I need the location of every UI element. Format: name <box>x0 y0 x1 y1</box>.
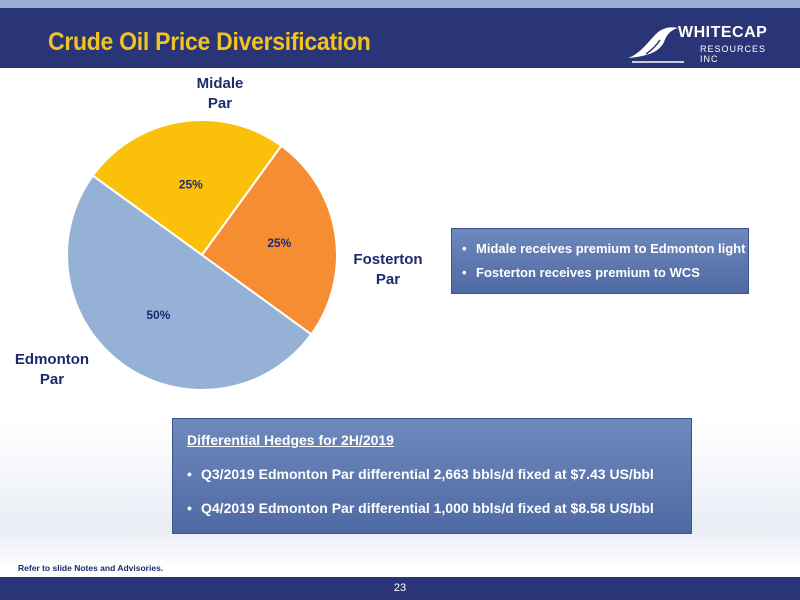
pie-slice-fosterton <box>200 144 338 336</box>
list-item: • Q4/2019 Edmonton Par differential 1,000… <box>187 500 654 516</box>
slice-label-midale: Midale Par <box>196 75 244 112</box>
pie-chart: 25% 25% 50% <box>0 68 440 408</box>
list-item: • Midale receives premium to Edmonton lig… <box>462 241 746 256</box>
data-label-fosterton: 25% <box>267 236 291 250</box>
hedges-heading: Differential Hedges for 2H/2019 <box>187 432 394 448</box>
page-number: 23 <box>393 582 407 594</box>
pie-slice-midale <box>91 119 283 257</box>
footer-bar: 23 <box>0 577 800 600</box>
footnote: Refer to slide Notes and Advisories. <box>18 563 164 573</box>
page-title: Crude Oil Price Diversification <box>48 28 371 56</box>
wave-logo-icon <box>628 27 684 63</box>
data-label-midale: 25% <box>179 177 203 191</box>
pie-chart-svg: 25% 25% 50% <box>66 119 338 391</box>
list-item: • Fosterton receives premium to WCS <box>462 265 700 280</box>
slice-label-fosterton: Fosterton Par <box>353 251 423 288</box>
logo-text-primary: WHITECAP <box>678 24 768 41</box>
pie-slice-edmonton <box>66 174 313 391</box>
company-logo: WHITECAP RESOURCES INC <box>626 22 786 66</box>
list-item: • Q3/2019 Edmonton Par differential 2,663… <box>187 466 654 482</box>
data-label-edmonton: 50% <box>146 308 170 322</box>
logo-text-secondary: RESOURCES INC <box>700 44 767 64</box>
premium-notes-box: • Midale receives premium to Edmonton lig… <box>451 228 749 294</box>
header-bar: Crude Oil Price Diversification WHITECAP… <box>0 0 800 68</box>
hedges-box: Differential Hedges for 2H/2019 • Q3/2019… <box>172 418 692 534</box>
slice-label-edmonton: Edmonton Par <box>14 351 90 388</box>
